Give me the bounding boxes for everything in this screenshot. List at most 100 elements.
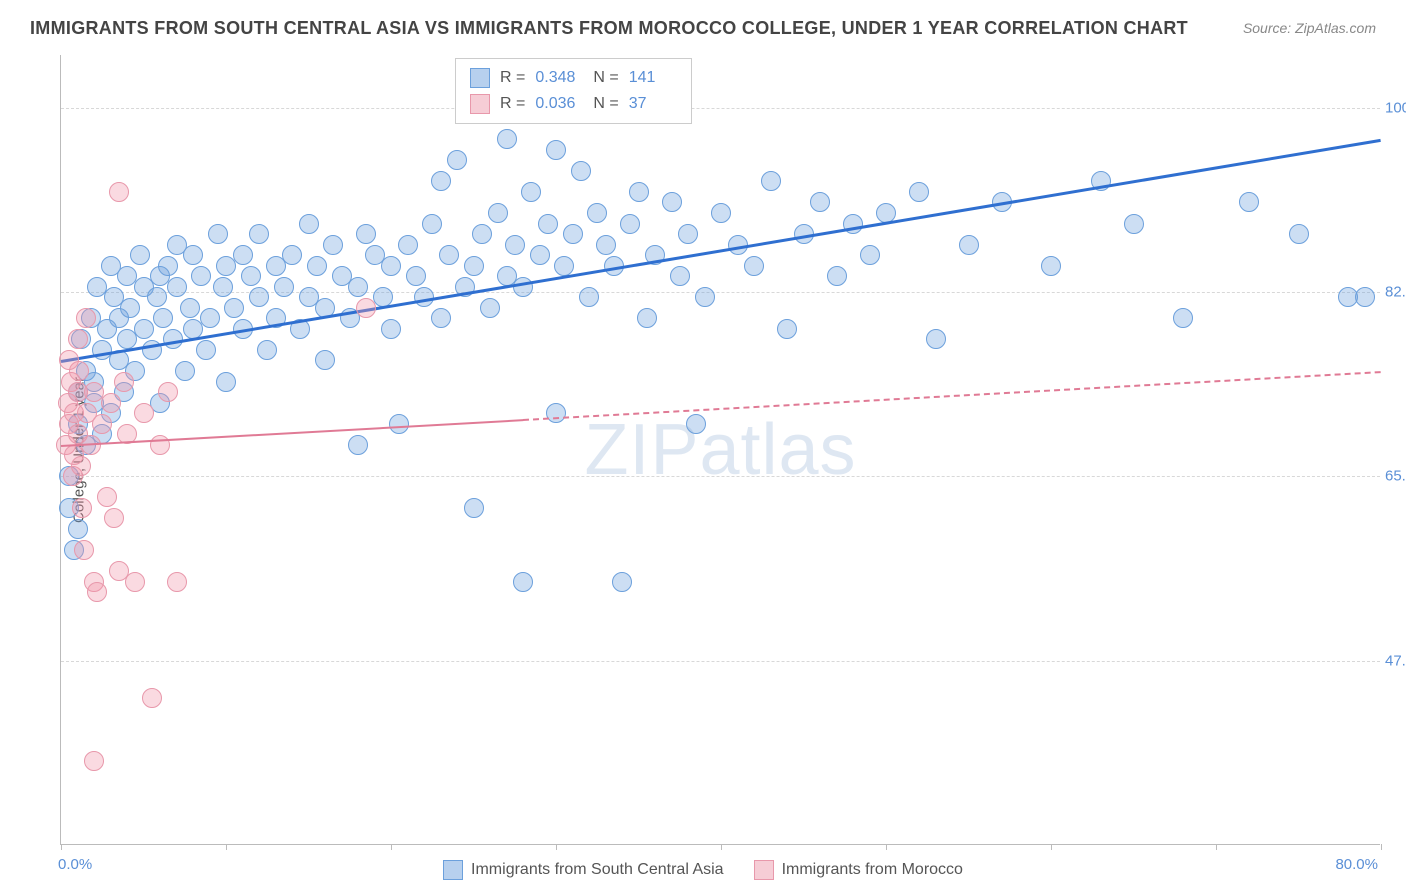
n-label: N =: [593, 91, 618, 117]
scatter-point: [233, 245, 253, 265]
trend-line: [523, 371, 1381, 421]
scatter-point: [777, 319, 797, 339]
r-value: 0.348: [535, 65, 583, 91]
scatter-point: [92, 414, 112, 434]
scatter-point: [406, 266, 426, 286]
scatter-point: [431, 308, 451, 328]
scatter-point: [926, 329, 946, 349]
scatter-point: [153, 308, 173, 328]
scatter-point: [208, 224, 228, 244]
scatter-point: [1239, 192, 1259, 212]
legend-item: Immigrants from Morocco: [754, 860, 963, 880]
r-label: R =: [500, 91, 525, 117]
r-label: R =: [500, 65, 525, 91]
scatter-point: [150, 435, 170, 455]
watermark: ZIPatlas: [584, 409, 856, 491]
scatter-point: [695, 287, 715, 307]
legend-swatch: [470, 94, 490, 114]
scatter-point: [257, 340, 277, 360]
scatter-point: [662, 192, 682, 212]
scatter-point: [1041, 256, 1061, 276]
scatter-point: [68, 329, 88, 349]
legend-stat-row: R =0.036N =37: [470, 91, 677, 117]
scatter-point: [84, 751, 104, 771]
scatter-point: [686, 414, 706, 434]
scatter-point: [629, 182, 649, 202]
legend-label: Immigrants from South Central Asia: [471, 861, 724, 879]
scatter-point: [167, 572, 187, 592]
scatter-point: [68, 519, 88, 539]
x-tick: [391, 844, 392, 850]
scatter-point: [464, 256, 484, 276]
scatter-point: [356, 224, 376, 244]
gridline: [61, 661, 1380, 662]
scatter-point: [711, 203, 731, 223]
scatter-point: [612, 572, 632, 592]
scatter-point: [196, 340, 216, 360]
scatter-point: [513, 572, 533, 592]
scatter-point: [1355, 287, 1375, 307]
scatter-point: [323, 235, 343, 255]
source-attribution: Source: ZipAtlas.com: [1243, 20, 1376, 36]
scatter-point: [167, 277, 187, 297]
scatter-point: [87, 582, 107, 602]
scatter-point: [249, 287, 269, 307]
scatter-point: [1289, 224, 1309, 244]
scatter-point: [104, 508, 124, 528]
scatter-point: [464, 498, 484, 518]
x-tick: [1216, 844, 1217, 850]
scatter-point: [810, 192, 830, 212]
legend-swatch: [470, 68, 490, 88]
scatter-point: [439, 245, 459, 265]
scatter-point: [587, 203, 607, 223]
scatter-point: [521, 182, 541, 202]
legend-swatch: [754, 860, 774, 880]
scatter-point: [571, 161, 591, 181]
r-value: 0.036: [535, 91, 583, 117]
scatter-point: [447, 150, 467, 170]
scatter-point: [114, 372, 134, 392]
y-tick-label: 65.0%: [1385, 468, 1406, 485]
scatter-point: [472, 224, 492, 244]
scatter-point: [348, 277, 368, 297]
legend-label: Immigrants from Morocco: [782, 861, 963, 879]
scatter-point: [183, 245, 203, 265]
scatter-point: [422, 214, 442, 234]
legend-item: Immigrants from South Central Asia: [443, 860, 724, 880]
scatter-point: [125, 572, 145, 592]
scatter-point: [97, 487, 117, 507]
x-tick: [556, 844, 557, 850]
x-tick: [1381, 844, 1382, 850]
n-label: N =: [593, 65, 618, 91]
scatter-point: [274, 277, 294, 297]
scatter-point: [101, 393, 121, 413]
scatter-point: [497, 129, 517, 149]
scatter-point: [134, 319, 154, 339]
scatter-point: [398, 235, 418, 255]
scatter-point: [76, 308, 96, 328]
scatter-point: [620, 214, 640, 234]
scatter-point: [109, 182, 129, 202]
scatter-point: [744, 256, 764, 276]
scatter-point: [158, 382, 178, 402]
scatter-point: [224, 298, 244, 318]
plot-area: College, Under 1 year ZIPatlas 47.5%65.0…: [60, 55, 1380, 845]
y-tick-label: 100.0%: [1385, 99, 1406, 116]
scatter-point: [670, 266, 690, 286]
scatter-point: [307, 256, 327, 276]
scatter-point: [130, 245, 150, 265]
scatter-point: [579, 287, 599, 307]
scatter-point: [1124, 214, 1144, 234]
scatter-point: [431, 171, 451, 191]
y-tick-label: 82.5%: [1385, 284, 1406, 301]
scatter-point: [191, 266, 211, 286]
scatter-point: [158, 256, 178, 276]
chart-title: IMMIGRANTS FROM SOUTH CENTRAL ASIA VS IM…: [30, 18, 1188, 39]
scatter-point: [72, 498, 92, 518]
scatter-point: [909, 182, 929, 202]
scatter-point: [488, 203, 508, 223]
scatter-point: [315, 350, 335, 370]
scatter-point: [216, 372, 236, 392]
trend-line: [61, 139, 1381, 363]
scatter-point: [637, 308, 657, 328]
